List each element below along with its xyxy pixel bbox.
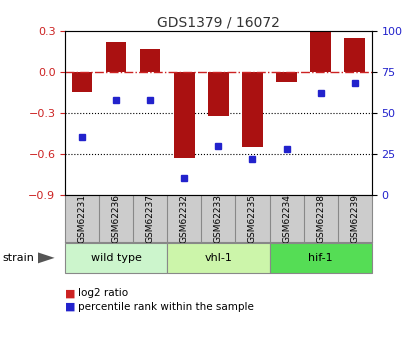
Bar — [344, 38, 365, 72]
Text: strain: strain — [2, 253, 34, 263]
Text: ■: ■ — [65, 302, 76, 312]
Text: GSM62233: GSM62233 — [214, 194, 223, 243]
Text: GSM62231: GSM62231 — [78, 194, 87, 243]
Bar — [242, 72, 262, 147]
Title: GDS1379 / 16072: GDS1379 / 16072 — [157, 16, 280, 30]
Bar — [208, 72, 228, 116]
Text: GSM62239: GSM62239 — [350, 194, 359, 243]
Text: GSM62236: GSM62236 — [112, 194, 121, 243]
Bar — [310, 32, 331, 72]
Text: vhl-1: vhl-1 — [205, 253, 232, 263]
Text: ■: ■ — [65, 288, 76, 298]
Bar — [140, 49, 160, 72]
Bar — [174, 72, 194, 158]
Bar — [276, 72, 297, 81]
Text: GSM62232: GSM62232 — [180, 194, 189, 243]
Text: percentile rank within the sample: percentile rank within the sample — [78, 302, 254, 312]
Text: GSM62238: GSM62238 — [316, 194, 325, 243]
Polygon shape — [38, 253, 55, 264]
Bar — [72, 72, 92, 92]
Text: GSM62235: GSM62235 — [248, 194, 257, 243]
Text: GSM62234: GSM62234 — [282, 194, 291, 243]
Bar — [106, 42, 126, 72]
Text: wild type: wild type — [91, 253, 142, 263]
Text: log2 ratio: log2 ratio — [78, 288, 128, 298]
Text: hif-1: hif-1 — [308, 253, 333, 263]
Text: GSM62237: GSM62237 — [146, 194, 155, 243]
